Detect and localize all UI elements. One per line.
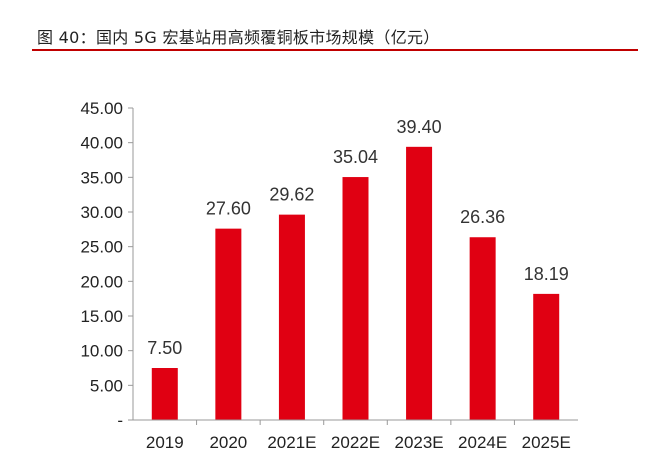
x-tick-label: 2020 (209, 433, 247, 452)
bar (215, 228, 242, 420)
y-tick-label: 25.00 (80, 238, 123, 257)
y-tick-label: - (117, 411, 123, 430)
bar (342, 177, 369, 420)
bar (533, 293, 560, 420)
data-labels: 7.50 27.60 29.62 35.04 39.40 26.36 18.19 (147, 117, 568, 358)
y-tick-label: 5.00 (90, 376, 123, 395)
data-label: 29.62 (269, 185, 314, 205)
x-tick-label: 2023E (394, 433, 443, 452)
bar (278, 214, 305, 420)
data-label: 18.19 (524, 264, 569, 284)
data-label: 39.40 (397, 117, 442, 137)
x-axis-ticks: 2019 2020 2021E 2022E 2023E 2024E 2025E (146, 420, 571, 452)
y-tick-label: 20.00 (80, 272, 123, 291)
data-label: 35.04 (333, 147, 378, 167)
bar (151, 368, 178, 420)
x-tick-label: 2022E (331, 433, 380, 452)
y-tick-label: 40.00 (80, 134, 123, 153)
chart-title: 图 40：国内 5G 宏基站用高频覆铜板市场规模（亿元） (37, 28, 440, 47)
y-tick-label: 45.00 (80, 99, 123, 118)
y-tick-label: 10.00 (80, 342, 123, 361)
bar (469, 237, 496, 420)
x-tick-label: 2019 (146, 433, 184, 452)
bar (406, 146, 433, 420)
data-label: 27.60 (206, 199, 251, 219)
x-tick-label: 2025E (522, 433, 571, 452)
data-label: 7.50 (147, 338, 182, 358)
x-tick-label: 2021E (267, 433, 316, 452)
x-tick-label: 2024E (458, 433, 507, 452)
data-label: 26.36 (460, 207, 505, 227)
title-underline (32, 49, 638, 51)
bars (151, 146, 560, 420)
y-tick-label: 15.00 (80, 307, 123, 326)
y-tick-label: 30.00 (80, 203, 123, 222)
y-tick-label: 35.00 (80, 168, 123, 187)
y-axis-ticks: - 5.00 10.00 15.00 20.00 25.00 30.00 35.00 40.00… (80, 99, 133, 430)
